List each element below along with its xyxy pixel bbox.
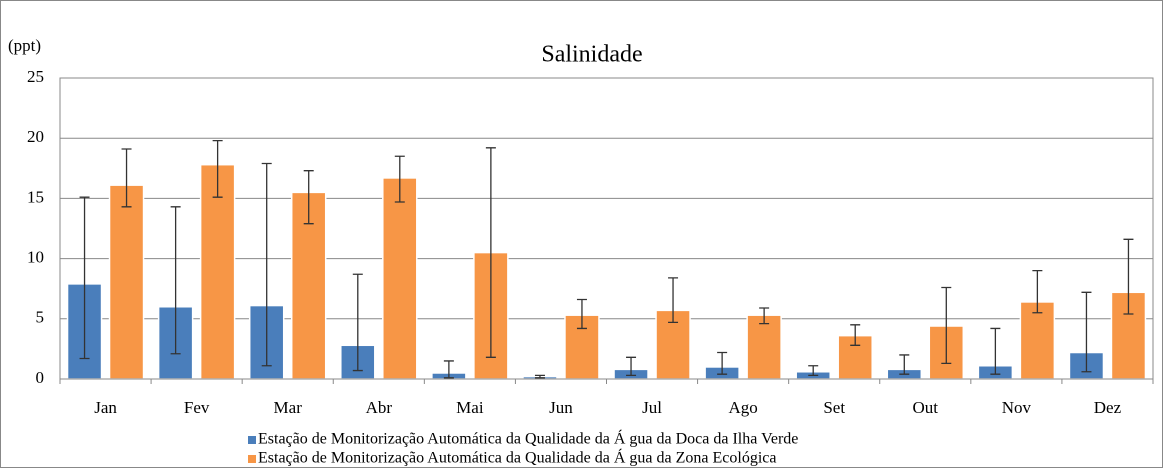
y-tick-label: 15 [27,187,44,206]
bar [199,163,236,380]
error-bar [534,374,545,379]
x-tick-label: Abr [366,398,393,417]
chart-title: Salinidade [541,42,642,68]
y-tick-label: 20 [27,127,44,146]
x-tick-label: Jan [94,398,117,417]
error-bar [1123,238,1134,315]
legend-label: Estação de Monitorização Automática da Q… [258,429,798,448]
error-bar [261,162,272,367]
legend-label: Estação de Monitorização Automática da Q… [258,448,776,467]
bar [1019,301,1056,380]
y-tick-label: 0 [36,368,45,387]
error-bar [626,356,637,377]
bar [382,177,418,380]
error-bar [485,147,496,358]
x-tick-label: Set [823,398,845,417]
error-bar [79,196,90,360]
x-tick-label: Mar [274,398,303,417]
x-tick-label: Ago [728,398,757,417]
error-bar [170,206,181,355]
x-tick-label: Jul [642,398,662,417]
x-tick-label: Mai [456,398,484,417]
error-bar [850,324,861,346]
error-bar [941,286,952,364]
error-bar [576,298,587,330]
legend-swatch [248,436,256,444]
error-bar [352,273,363,372]
error-bar [443,360,454,379]
bar [746,314,782,380]
error-bar [121,148,132,208]
error-bar [212,139,223,198]
y-tick-label: 5 [36,308,45,327]
x-tick-label: Dez [1094,398,1122,417]
x-tick-label: Jun [549,398,573,417]
error-bar [759,307,770,325]
x-tick-label: Fev [184,398,210,417]
error-bar [990,327,1001,375]
error-bar [1032,269,1043,314]
bar [108,184,145,380]
error-bar [899,354,910,375]
error-bar [1081,291,1092,373]
y-axis-label: (ppt) [8,36,41,55]
y-tick-label: 10 [27,248,44,267]
error-bar [668,277,679,324]
error-bar [808,365,819,377]
y-tick-label: 25 [27,67,44,86]
error-bar [394,155,405,203]
x-tick-label: Nov [1002,398,1032,417]
error-bar [717,351,728,375]
error-bar [303,170,314,225]
x-tick-label: Out [913,398,939,417]
legend-swatch [248,455,256,463]
